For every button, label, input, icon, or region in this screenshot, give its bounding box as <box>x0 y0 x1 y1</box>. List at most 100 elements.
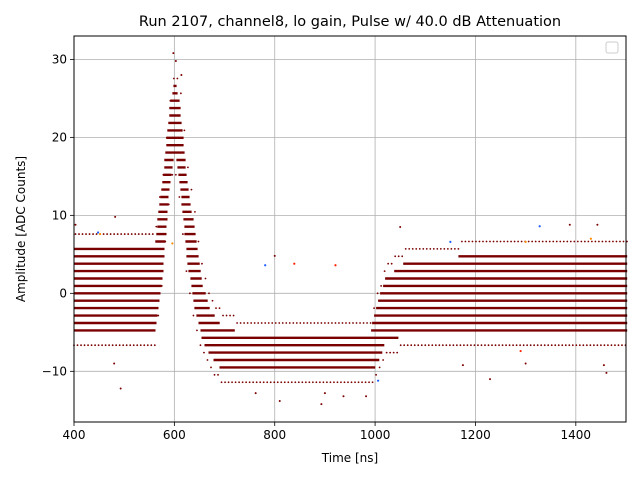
sample-point <box>318 381 321 384</box>
sample-point-orange <box>98 232 102 236</box>
outlier-point <box>461 364 464 367</box>
sample-point <box>162 173 165 176</box>
sample-point <box>357 381 360 384</box>
sample-point <box>125 344 128 347</box>
sample-point <box>568 344 571 347</box>
sample-point <box>143 344 146 347</box>
sample-point <box>213 373 216 376</box>
sample-point <box>554 344 557 347</box>
sample-point <box>487 344 490 347</box>
sample-point <box>179 92 182 95</box>
sample-point <box>137 233 140 235</box>
sample-point <box>204 277 207 280</box>
sample-point <box>392 351 395 354</box>
sample-point <box>515 344 518 347</box>
sample-point <box>185 270 188 273</box>
sample-point <box>123 233 126 235</box>
sample-point <box>605 240 607 243</box>
sample-point <box>164 240 167 243</box>
sample-point <box>266 381 269 384</box>
sample-point <box>399 344 402 347</box>
sample-point <box>600 344 602 347</box>
axes-frame <box>73 35 627 423</box>
sample-point <box>267 322 270 324</box>
sample-point <box>171 173 174 176</box>
sample-point <box>94 344 96 347</box>
sample-point <box>617 344 620 347</box>
sample-point <box>594 240 597 243</box>
sample-point <box>129 344 132 347</box>
sample-point <box>239 322 242 324</box>
sample-point <box>589 344 592 347</box>
sample-point <box>415 247 418 250</box>
sample-point <box>496 240 498 243</box>
sample-point <box>621 344 623 347</box>
sample-point <box>362 322 365 324</box>
sample-point-blue <box>264 264 267 267</box>
sample-point <box>461 240 463 243</box>
x-axis-label: Time [ns] <box>321 451 378 465</box>
sample-point <box>555 240 558 243</box>
sample-point <box>513 240 516 243</box>
sample-point <box>531 240 534 243</box>
y-tick-label: 20 <box>52 130 67 144</box>
sample-point <box>245 381 248 384</box>
sample-point <box>359 322 361 324</box>
sample-point <box>327 322 330 324</box>
sample-point <box>375 373 377 376</box>
sample-point <box>484 344 486 347</box>
sample-point <box>197 240 200 243</box>
sample-point <box>273 381 276 384</box>
x-tick-label: 1400 <box>561 428 592 442</box>
sample-point-red <box>519 349 522 353</box>
sample-point <box>425 247 428 250</box>
sample-point <box>438 344 441 347</box>
sample-point <box>401 255 404 258</box>
sample-point <box>283 381 286 384</box>
sample-point <box>492 240 495 243</box>
y-axis-label: Amplitude [ADC Counts] <box>14 156 28 302</box>
sample-point <box>232 314 235 317</box>
sample-point <box>264 322 267 324</box>
sample-point <box>287 381 290 384</box>
sample-point <box>536 344 539 347</box>
sample-point <box>109 233 112 235</box>
sample-point <box>210 366 212 369</box>
y-tick-label: 30 <box>52 52 67 66</box>
x-axis-ticks: 400 600 800 1000 1200 1400 <box>63 422 592 442</box>
sample-point <box>302 322 305 324</box>
sample-point <box>76 344 79 347</box>
sample-point <box>373 307 375 310</box>
sample-point <box>475 240 477 243</box>
sample-point <box>141 233 144 235</box>
sample-point <box>340 381 342 384</box>
sample-point <box>234 381 237 384</box>
sample-point <box>181 233 184 235</box>
sample-point <box>354 381 356 384</box>
x-tick-label: 400 <box>63 428 86 442</box>
sample-point <box>396 351 399 354</box>
sample-point <box>603 344 606 347</box>
sample-point <box>439 247 442 250</box>
sample-point <box>580 240 583 243</box>
y-tick-label: 10 <box>52 208 67 222</box>
outlier-point <box>323 392 326 395</box>
x-tick-label: 1000 <box>360 428 391 442</box>
sample-point <box>559 240 562 243</box>
sample-point <box>512 344 514 347</box>
sample-point-orange <box>171 242 174 245</box>
sample-point <box>394 255 397 258</box>
outlier-point <box>113 362 116 365</box>
sample-point <box>153 344 156 347</box>
sample-point <box>445 344 448 347</box>
sample-point <box>566 240 569 243</box>
chart-title: Run 2107, channel8, lo gain, Pulse w/ 40… <box>139 14 561 30</box>
sample-point <box>104 344 107 347</box>
sample-point <box>115 344 118 347</box>
sample-point <box>224 381 226 384</box>
sample-point <box>453 247 456 250</box>
sample-point <box>547 344 550 347</box>
sample-point <box>418 247 421 250</box>
sample-point <box>569 240 572 243</box>
outlier-point <box>114 215 117 218</box>
